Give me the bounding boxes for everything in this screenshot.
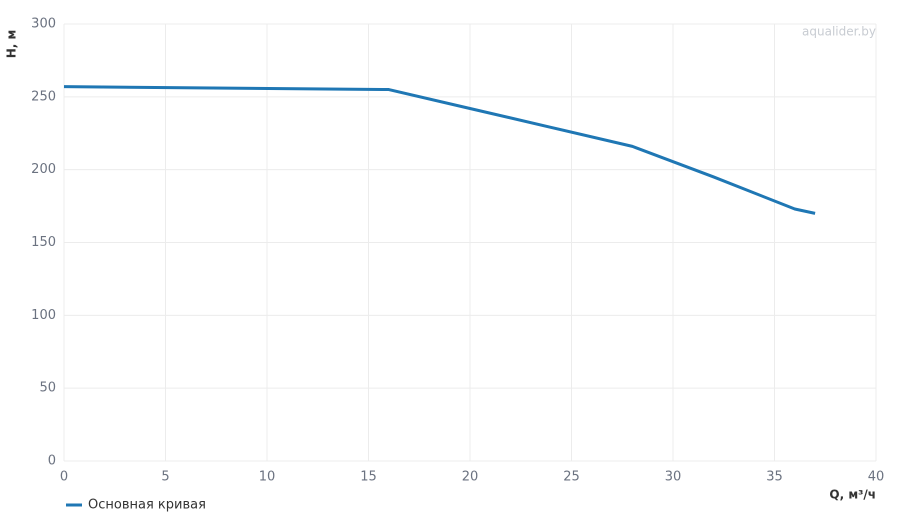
y-tick-label: 250 [31,89,56,104]
y-tick-label: 150 [31,235,56,250]
y-axis-label: H, м [5,30,19,59]
watermark: aqualider.by [802,25,876,39]
x-tick-label: 20 [462,470,479,485]
x-tick-label: 40 [868,470,885,485]
x-tick-label: 30 [665,470,682,485]
x-tick-label: 10 [259,470,276,485]
y-tick-label: 0 [48,454,56,469]
x-tick-label: 35 [766,470,783,485]
x-tick-label: 15 [360,470,377,485]
y-tick-label: 100 [31,308,56,323]
y-tick-label: 200 [31,162,56,177]
x-tick-label: 25 [563,470,580,485]
legend-label: Основная кривая [88,498,206,513]
y-tick-label: 50 [39,381,56,396]
x-tick-label: 5 [161,470,169,485]
line [63,85,816,215]
x-tick-label: 0 [60,470,68,485]
y-tick-label: 300 [31,17,56,32]
x-axis-label: Q, м³/ч [829,488,876,502]
